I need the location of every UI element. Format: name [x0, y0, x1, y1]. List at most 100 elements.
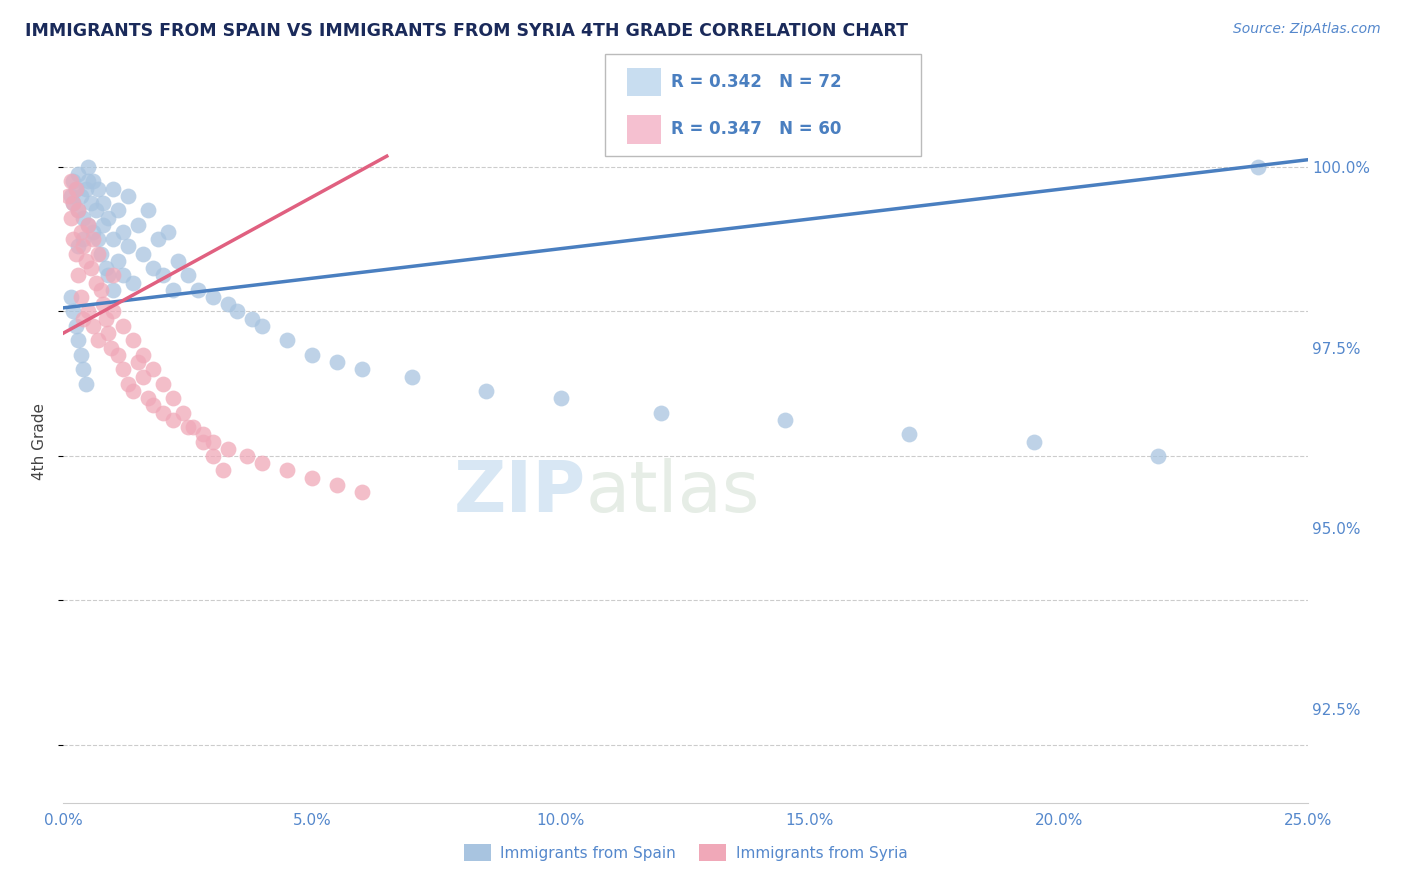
Point [75, 376, 97, 391]
Point [132, 369, 155, 384]
Point [132, 348, 155, 362]
Point [59, 211, 82, 225]
Point [97, 326, 120, 341]
Point [301, 471, 323, 485]
Point [162, 391, 184, 405]
Point [226, 304, 249, 318]
Point [58, 189, 80, 203]
Point [82, 232, 104, 246]
Point [101, 232, 124, 246]
Point [162, 413, 184, 427]
Point [67, 203, 90, 218]
Point [111, 318, 134, 333]
Point [62, 196, 84, 211]
Point [191, 434, 214, 449]
Point [72, 232, 94, 246]
Point [69, 189, 91, 203]
Point [1147, 449, 1170, 463]
Point [156, 225, 179, 239]
Point [117, 376, 139, 391]
Point [67, 334, 90, 348]
Point [217, 442, 239, 456]
Point [177, 420, 200, 434]
Point [177, 268, 200, 283]
Point [65, 318, 87, 333]
Point [276, 463, 298, 477]
Legend: Immigrants from Spain, Immigrants from Syria: Immigrants from Spain, Immigrants from S… [457, 838, 914, 867]
Point [72, 311, 94, 326]
Point [101, 182, 124, 196]
Point [94, 311, 117, 326]
Point [107, 203, 129, 218]
Point [201, 434, 224, 449]
Point [142, 261, 165, 276]
Point [201, 449, 224, 463]
Text: IMMIGRANTS FROM SPAIN VS IMMIGRANTS FROM SYRIA 4TH GRADE CORRELATION CHART: IMMIGRANTS FROM SPAIN VS IMMIGRANTS FROM… [25, 22, 908, 40]
Point [1247, 160, 1270, 174]
Point [142, 362, 165, 376]
Point [87, 334, 110, 348]
Point [67, 239, 90, 253]
Point [72, 239, 94, 253]
Point [111, 225, 134, 239]
Text: atlas: atlas [586, 458, 761, 526]
Point [111, 268, 134, 283]
Point [67, 167, 90, 181]
Y-axis label: 4th Grade: 4th Grade [32, 403, 48, 480]
Point [136, 203, 159, 218]
Point [84, 276, 107, 290]
Point [122, 334, 145, 348]
Point [62, 196, 84, 211]
Point [77, 160, 100, 174]
Point [79, 261, 101, 276]
Point [172, 406, 194, 420]
Point [90, 246, 112, 260]
Point [67, 203, 90, 218]
Point [84, 203, 107, 218]
Point [77, 304, 100, 318]
Point [101, 268, 124, 283]
Point [117, 239, 139, 253]
Point [201, 290, 224, 304]
Text: ZIP: ZIP [454, 458, 586, 526]
Point [111, 362, 134, 376]
Point [62, 174, 84, 188]
Point [107, 254, 129, 268]
Point [122, 384, 145, 398]
Point [1022, 434, 1045, 449]
Point [475, 384, 498, 398]
Point [82, 225, 104, 239]
Point [252, 318, 274, 333]
Point [187, 283, 209, 297]
Point [127, 355, 149, 369]
Point [87, 246, 110, 260]
Point [65, 182, 87, 196]
Point [94, 261, 117, 276]
Point [90, 283, 112, 297]
Point [107, 348, 129, 362]
Point [252, 456, 274, 470]
Point [301, 348, 323, 362]
Point [152, 376, 174, 391]
Point [72, 211, 94, 225]
Point [127, 218, 149, 232]
Point [146, 232, 169, 246]
Point [191, 427, 214, 442]
Text: R = 0.347   N = 60: R = 0.347 N = 60 [671, 120, 841, 138]
Point [650, 406, 672, 420]
Point [75, 182, 97, 196]
Point [242, 311, 264, 326]
Point [97, 211, 120, 225]
Point [132, 246, 155, 260]
Point [142, 399, 165, 413]
Point [79, 196, 101, 211]
Text: R = 0.342   N = 72: R = 0.342 N = 72 [671, 73, 841, 91]
Point [122, 276, 145, 290]
Point [276, 334, 298, 348]
Point [101, 283, 124, 297]
Point [69, 225, 91, 239]
Point [97, 268, 120, 283]
Point [217, 297, 239, 311]
Point [91, 297, 114, 311]
Point [72, 362, 94, 376]
